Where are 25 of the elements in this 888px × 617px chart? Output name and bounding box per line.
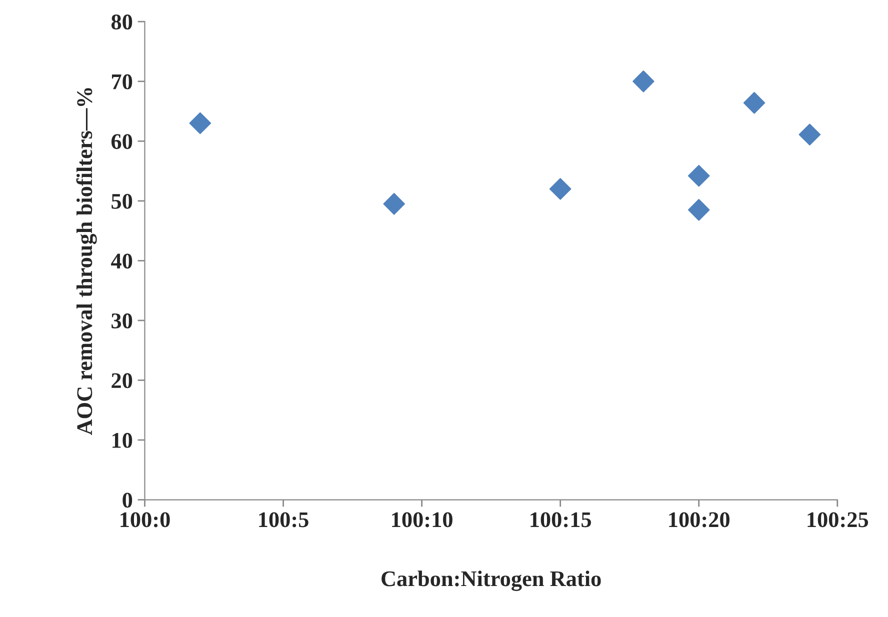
- point: [383, 193, 405, 215]
- x-tick-label: 100:15: [530, 512, 591, 528]
- y-tick-label: 10: [112, 432, 132, 448]
- y-tick-label: 50: [112, 194, 132, 209]
- x-tick-label: 100:25: [808, 512, 868, 528]
- x-tick-label: 100:0: [120, 512, 170, 528]
- x-axis-title: Carbon:Nitrogen Ratio: [382, 570, 601, 591]
- x-tick-label: 100:5: [259, 512, 308, 528]
- y-tick-label: 20: [112, 373, 132, 388]
- x-tick-label: 100:20: [669, 512, 730, 528]
- x-tick-label: 100:10: [392, 512, 452, 528]
- y-tick-label: 80: [111, 14, 132, 30]
- y-tick-label: 70: [112, 74, 132, 90]
- y-tick-label: 60: [111, 134, 132, 150]
- point: [688, 164, 710, 187]
- point: [189, 112, 212, 134]
- point: [632, 70, 654, 92]
- point: [743, 92, 766, 114]
- y-axis-title: AOC removal through biofilters—%: [76, 88, 97, 436]
- point: [798, 124, 821, 146]
- point: [549, 178, 572, 200]
- y-tick-label: 0: [122, 492, 132, 508]
- point: [688, 198, 710, 221]
- y-tick-label: 40: [111, 254, 132, 269]
- y-tick-label: 30: [112, 313, 132, 328]
